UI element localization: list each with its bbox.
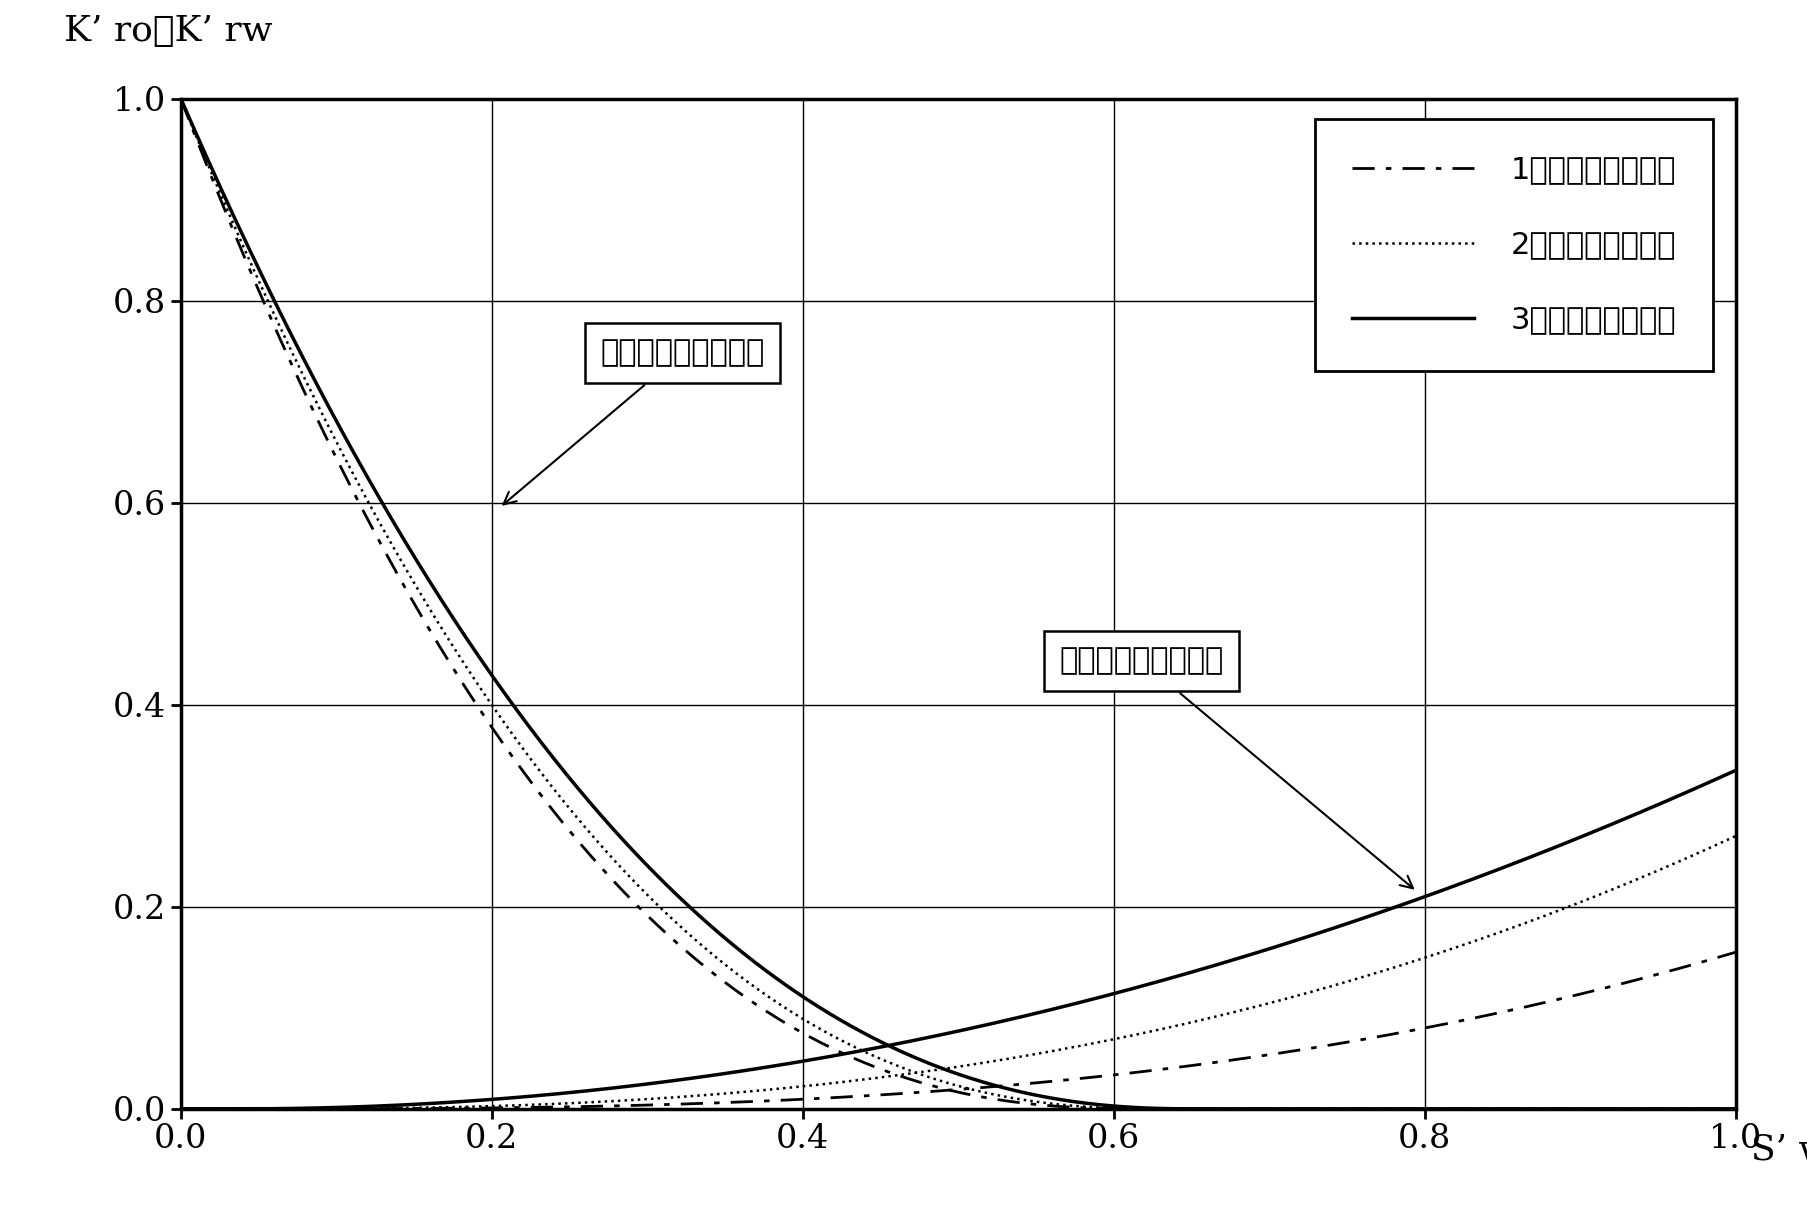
Legend: 1号岩心归一化曲线, 2号岩心归一化曲线, 3号岩心归一化曲线: 1号岩心归一化曲线, 2号岩心归一化曲线, 3号岩心归一化曲线 — [1314, 120, 1711, 371]
Text: K’ ro、K’ rw: K’ ro、K’ rw — [65, 14, 273, 48]
Text: S’ w: S’ w — [1751, 1132, 1807, 1167]
Text: 水相相对渗透率曲线: 水相相对渗透率曲线 — [1059, 647, 1413, 888]
Text: 油相相对渗透率曲线: 油相相对渗透率曲线 — [502, 339, 764, 504]
